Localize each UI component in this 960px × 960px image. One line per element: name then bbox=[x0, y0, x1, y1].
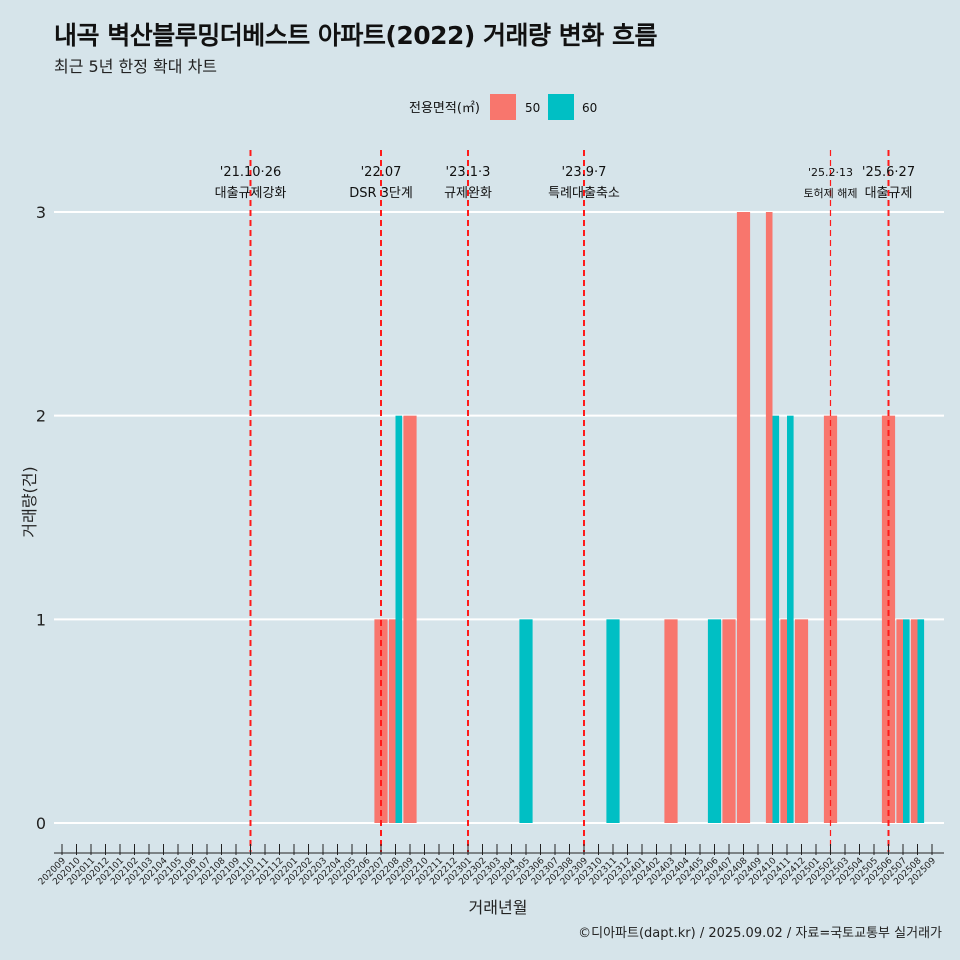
chart-title: 내곡 벽산블루밍더베스트 아파트(2022) 거래량 변화 흐름 bbox=[54, 21, 657, 50]
legend-title: 전용면적(㎡) bbox=[409, 101, 480, 116]
event-date-202309: '23.9·7 bbox=[562, 165, 607, 180]
bar-50-202408 bbox=[736, 212, 751, 823]
grid-lines bbox=[54, 211, 944, 824]
event-label-202301: 규제완화 bbox=[444, 186, 492, 201]
y-tick-label: 3 bbox=[36, 203, 46, 222]
y-axis: 0 1 2 3 bbox=[36, 203, 46, 833]
event-label-202506: 대출규제 bbox=[865, 186, 913, 201]
event-label-202207: DSR 3단계 bbox=[349, 186, 413, 201]
event-date-202110: '21.10·26 bbox=[220, 165, 281, 180]
source-caption: ©디아파트(dapt.kr) / 2025.09.02 / 자료=국토교통부 실… bbox=[578, 926, 942, 941]
bar-50-202507 bbox=[896, 619, 903, 823]
bar-50-202506 bbox=[881, 415, 896, 823]
event-label-202502: 토허제 해제 bbox=[803, 186, 857, 200]
y-tick-label: 0 bbox=[36, 814, 46, 833]
x-axis-title: 거래년월 bbox=[469, 898, 528, 917]
bar-60-202410 bbox=[772, 415, 780, 823]
y-axis-title: 거래량(건) bbox=[20, 466, 39, 537]
bar-50-202412 bbox=[794, 619, 809, 823]
bar-50-202410 bbox=[765, 212, 773, 823]
bar-50-202411 bbox=[780, 619, 787, 823]
event-label-202110: 대출규제강화 bbox=[215, 186, 287, 201]
bars bbox=[374, 212, 925, 823]
bar-60-202406 bbox=[707, 619, 722, 823]
event-label-202309: 특례대출축소 bbox=[548, 186, 620, 201]
bar-60-202305 bbox=[519, 619, 533, 823]
bar-60-202311 bbox=[606, 619, 620, 823]
legend-swatch-50 bbox=[490, 94, 516, 120]
bar-60-202411 bbox=[787, 415, 794, 823]
bar-60-202507 bbox=[903, 619, 910, 823]
bar-50-202208 bbox=[388, 619, 396, 823]
bar-60-202208 bbox=[395, 415, 403, 823]
legend-label-50: 50 bbox=[525, 101, 540, 115]
event-date-202301: '23.1·3 bbox=[446, 165, 491, 180]
bar-50-202209 bbox=[403, 415, 417, 823]
chart-subtitle: 최근 5년 한정 확대 차트 bbox=[54, 57, 218, 76]
event-lines bbox=[249, 150, 890, 852]
bar-60-202508 bbox=[917, 619, 925, 823]
bar-50-202407 bbox=[722, 619, 736, 823]
x-axis: 2020092020102020112020122021012021022021… bbox=[37, 844, 944, 887]
event-date-202502: '25.2·13 bbox=[808, 166, 853, 179]
event-annotations: '21.10·26 대출규제강화 '22.07 DSR 3단계 '23.1·3 규제완화 '… bbox=[215, 165, 915, 201]
legend-label-60: 60 bbox=[582, 101, 597, 115]
bar-50-202508 bbox=[910, 619, 918, 823]
event-date-202207: '22.07 bbox=[361, 165, 402, 180]
event-date-202506: '25.6·27 bbox=[862, 165, 915, 180]
bar-50-202502 bbox=[823, 415, 838, 823]
legend: 전용면적(㎡) 50 60 bbox=[409, 94, 597, 120]
y-tick-label: 2 bbox=[36, 407, 46, 426]
y-tick-label: 1 bbox=[36, 610, 46, 629]
legend-swatch-60 bbox=[548, 94, 574, 120]
bar-50-202403 bbox=[664, 619, 678, 823]
